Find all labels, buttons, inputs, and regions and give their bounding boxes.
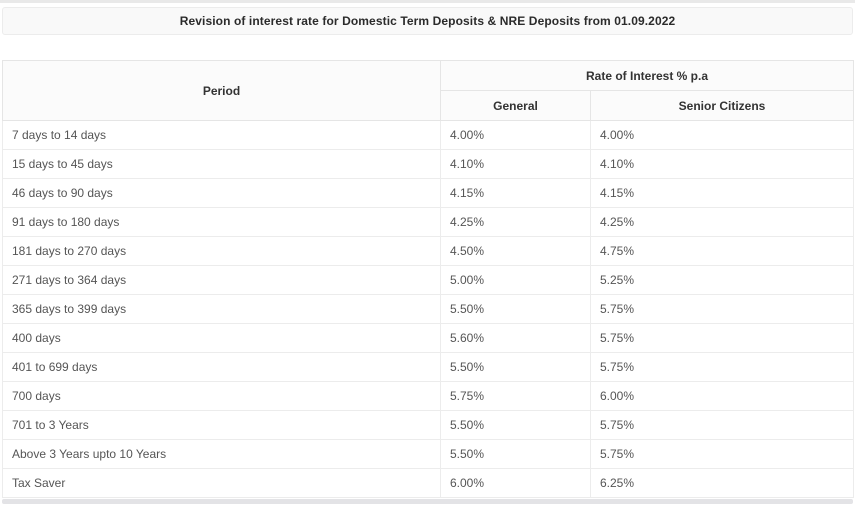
senior-rate-cell: 4.15% xyxy=(590,178,854,208)
rates-table-body: 7 days to 14 days 4.00% 4.00% 15 days to 45… xyxy=(2,120,854,498)
general-rate-cell: 5.50% xyxy=(440,294,591,324)
period-cell: 7 days to 14 days xyxy=(2,120,441,150)
table-row: Above 3 Years upto 10 Years 5.50% 5.75% xyxy=(2,439,854,469)
rate-group-header: Rate of Interest % p.a xyxy=(440,60,854,91)
senior-rate-cell: 5.75% xyxy=(590,323,854,353)
general-rate-cell: 4.50% xyxy=(440,236,591,266)
table-row: 181 days to 270 days 4.50% 4.75% xyxy=(2,236,854,266)
senior-rate-cell: 4.75% xyxy=(590,236,854,266)
period-cell: 701 to 3 Years xyxy=(2,410,441,440)
table-row: 7 days to 14 days 4.00% 4.00% xyxy=(2,120,854,150)
senior-rate-cell: 5.75% xyxy=(590,410,854,440)
senior-citizens-column-header: Senior Citizens xyxy=(590,90,854,121)
interest-rates-table: Period Rate of Interest % p.a General Se… xyxy=(2,60,854,498)
senior-rate-cell: 5.25% xyxy=(590,265,854,295)
period-cell: 91 days to 180 days xyxy=(2,207,441,237)
period-cell: 15 days to 45 days xyxy=(2,149,441,179)
page-top-divider xyxy=(0,0,855,3)
page-title: Revision of interest rate for Domestic T… xyxy=(179,14,676,28)
general-rate-cell: 4.10% xyxy=(440,149,591,179)
horizontal-scrollbar-track[interactable] xyxy=(2,499,853,504)
senior-rate-cell: 6.00% xyxy=(590,381,854,411)
senior-rate-cell: 5.75% xyxy=(590,352,854,382)
senior-rate-cell: 6.25% xyxy=(590,468,854,498)
table-row: 15 days to 45 days 4.10% 4.10% xyxy=(2,149,854,179)
table-row: 701 to 3 Years 5.50% 5.75% xyxy=(2,410,854,440)
table-row: 400 days 5.60% 5.75% xyxy=(2,323,854,353)
general-rate-cell: 5.50% xyxy=(440,410,591,440)
period-cell: 271 days to 364 days xyxy=(2,265,441,295)
table-row: 700 days 5.75% 6.00% xyxy=(2,381,854,411)
general-rate-cell: 5.00% xyxy=(440,265,591,295)
general-rate-cell: 4.00% xyxy=(440,120,591,150)
table-header: Period Rate of Interest % p.a General Se… xyxy=(2,60,854,121)
header-row-group: Period Rate of Interest % p.a xyxy=(2,60,854,121)
general-rate-cell: 4.15% xyxy=(440,178,591,208)
table-row: 46 days to 90 days 4.15% 4.15% xyxy=(2,178,854,208)
title-bar: Revision of interest rate for Domestic T… xyxy=(2,7,853,35)
senior-rate-cell: 4.10% xyxy=(590,149,854,179)
senior-rate-cell: 4.25% xyxy=(590,207,854,237)
table-row: 365 days to 399 days 5.50% 5.75% xyxy=(2,294,854,324)
period-cell: 400 days xyxy=(2,323,441,353)
header-row-sub: General Senior Citizens xyxy=(3,90,854,121)
period-column-header: Period xyxy=(2,60,441,121)
table-row: Tax Saver 6.00% 6.25% xyxy=(2,468,854,498)
general-rate-cell: 6.00% xyxy=(440,468,591,498)
period-cell: 46 days to 90 days xyxy=(2,178,441,208)
period-cell: 700 days xyxy=(2,381,441,411)
senior-rate-cell: 5.75% xyxy=(590,439,854,469)
general-rate-cell: 4.25% xyxy=(440,207,591,237)
general-rate-cell: 5.60% xyxy=(440,323,591,353)
general-rate-cell: 5.50% xyxy=(440,439,591,469)
senior-rate-cell: 5.75% xyxy=(590,294,854,324)
table-row: 271 days to 364 days 5.00% 5.25% xyxy=(2,265,854,295)
general-column-header: General xyxy=(440,90,591,121)
period-cell: Above 3 Years upto 10 Years xyxy=(2,439,441,469)
general-rate-cell: 5.75% xyxy=(440,381,591,411)
table-row: 401 to 699 days 5.50% 5.75% xyxy=(2,352,854,382)
period-cell: Tax Saver xyxy=(2,468,441,498)
period-cell: 181 days to 270 days xyxy=(2,236,441,266)
period-cell: 401 to 699 days xyxy=(2,352,441,382)
general-rate-cell: 5.50% xyxy=(440,352,591,382)
period-cell: 365 days to 399 days xyxy=(2,294,441,324)
senior-rate-cell: 4.00% xyxy=(590,120,854,150)
table-row: 91 days to 180 days 4.25% 4.25% xyxy=(2,207,854,237)
